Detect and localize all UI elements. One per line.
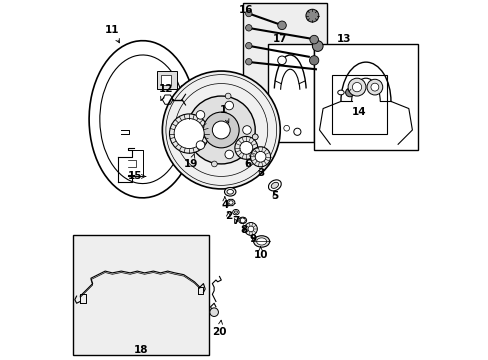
Circle shape [252,134,258,140]
Circle shape [234,136,257,159]
Bar [313,44,417,150]
Circle shape [283,125,289,131]
Circle shape [211,161,217,167]
Circle shape [250,147,270,167]
Text: 20: 20 [212,320,226,337]
Ellipse shape [232,210,239,215]
Circle shape [309,35,318,44]
Circle shape [245,24,251,31]
Circle shape [184,120,190,126]
Circle shape [240,218,244,223]
Text: 17: 17 [272,34,287,44]
Bar [73,235,208,355]
Circle shape [305,9,318,22]
Circle shape [245,10,251,17]
Text: 15: 15 [128,171,145,181]
Bar [157,71,176,89]
Circle shape [309,56,318,65]
Ellipse shape [337,90,344,95]
Ellipse shape [234,211,237,213]
Bar [267,44,313,143]
Text: 11: 11 [105,25,120,43]
Ellipse shape [228,201,233,204]
Circle shape [174,118,203,149]
Ellipse shape [226,199,234,206]
Circle shape [224,101,233,110]
Circle shape [252,134,258,140]
Ellipse shape [253,236,269,247]
Text: 12: 12 [158,84,173,100]
Text: 18: 18 [133,345,148,355]
Circle shape [312,41,323,51]
Ellipse shape [226,189,233,194]
Ellipse shape [271,182,278,188]
Text: 13: 13 [337,34,351,44]
Ellipse shape [256,238,266,245]
Text: 9: 9 [249,234,257,244]
Text: 8: 8 [241,225,247,235]
Circle shape [277,21,285,30]
Circle shape [209,308,218,316]
Ellipse shape [238,217,246,224]
Circle shape [203,112,239,148]
Circle shape [240,141,252,154]
Circle shape [255,152,265,162]
Bar [160,75,171,85]
Circle shape [293,128,300,135]
Ellipse shape [268,180,281,191]
Circle shape [247,226,253,232]
Circle shape [370,83,378,91]
Circle shape [345,88,353,97]
Text: 3: 3 [256,168,264,178]
Circle shape [245,42,251,49]
Circle shape [352,82,361,92]
Text: 6: 6 [244,159,251,169]
Text: 14: 14 [351,107,366,117]
Circle shape [225,93,230,99]
Text: 7: 7 [231,216,239,226]
Text: 4: 4 [221,197,228,210]
Circle shape [212,121,230,139]
Circle shape [162,71,280,189]
Circle shape [169,114,208,153]
Circle shape [187,96,255,164]
Text: 10: 10 [253,247,267,260]
Text: 1: 1 [219,105,228,123]
Circle shape [196,111,204,119]
Bar [242,3,326,137]
Text: 5: 5 [271,191,278,201]
Text: 2: 2 [224,211,232,221]
Circle shape [224,150,233,159]
Circle shape [347,78,365,96]
Circle shape [244,222,257,235]
Circle shape [242,126,251,134]
Ellipse shape [224,188,235,196]
Circle shape [366,79,382,95]
Text: 16: 16 [239,5,253,15]
Text: 19: 19 [183,153,198,169]
Bar [331,75,386,134]
Circle shape [277,56,285,64]
Circle shape [196,141,204,149]
Circle shape [245,59,251,65]
